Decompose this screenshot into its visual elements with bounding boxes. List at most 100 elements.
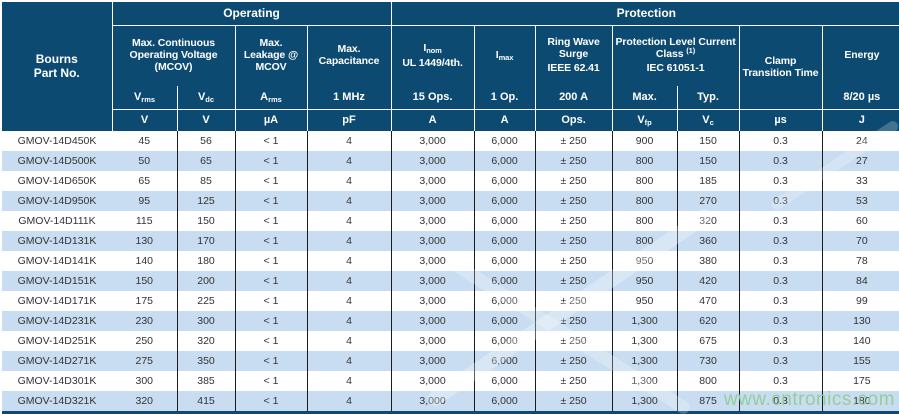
cell-part-no: GMOV-14D251K <box>17 335 97 347</box>
cell-clamp-time: 0.3 <box>739 151 823 171</box>
cell-imax: 6,000 <box>474 291 536 311</box>
cell-vrms: 65 <box>112 171 178 191</box>
cell-imax: 6,000 <box>474 351 536 371</box>
cell-imax: 6,000 <box>474 251 536 271</box>
cell-leakage: < 1 <box>235 311 308 331</box>
cell-part-no: GMOV-14D500K <box>17 155 97 167</box>
table-row: GMOV-14D131K 130 170 < 1 4 3,000 6,000 ± 250 800… <box>2 231 899 251</box>
subcol-8-20us: 8/20 µs <box>822 86 899 110</box>
cell-inom: 3,000 <box>391 151 475 171</box>
cell-energy: 78 <box>855 255 868 267</box>
unit-j: J <box>822 109 899 131</box>
cell-inom: 3,000 <box>391 391 475 413</box>
unit-ops: Ops. <box>535 109 613 131</box>
col-header-part-no: Bourns Part No. <box>2 2 113 131</box>
cell-clamp-time: 0.3 <box>739 291 823 311</box>
cell-vdc: 385 <box>177 371 236 391</box>
cell-part-no: GMOV-14D231K <box>17 315 97 327</box>
unit-vfp: Vfp <box>612 109 678 131</box>
cell-vrms: 130 <box>112 231 178 251</box>
cell-vdc: 170 <box>177 231 236 251</box>
cell-vfp-max: 1,300 <box>612 371 678 391</box>
cell-vdc: 350 <box>177 351 236 371</box>
cell-imax: 6,000 <box>474 371 536 391</box>
cell-energy: 84 <box>855 275 868 287</box>
cell-energy: 180 <box>853 395 871 407</box>
table-row: GMOV-14D500K 50 65 < 1 4 3,000 6,000 ± 250 800 15… <box>2 151 899 171</box>
table-row: GMOV-14D271K 275 350 < 1 4 3,000 6,000 ± 250 1,3… <box>2 351 899 371</box>
cell-vc-typ: 150 <box>677 151 740 171</box>
table-row: GMOV-14D251K 250 320 < 1 4 3,000 6,000 ± 250 1,3… <box>2 331 899 351</box>
cell-imax: 6,000 <box>474 391 536 413</box>
cell-leakage: < 1 <box>235 171 308 191</box>
cell-energy: 53 <box>855 195 868 207</box>
inom-standard: UL 1449/4th. <box>402 56 463 69</box>
col-header-mcov: Max. Continuous Operating Voltage (MCOV) <box>112 25 236 86</box>
subcol-arms: Arms <box>235 86 308 110</box>
unit-a-inom: A <box>391 109 475 131</box>
col-header-capacitance: Max. Capacitance <box>307 25 392 86</box>
cell-part-no: GMOV-14D321K <box>17 395 97 407</box>
cell-energy: 130 <box>853 315 871 327</box>
cell-vrms: 45 <box>112 131 178 151</box>
cell-inom: 3,000 <box>391 331 475 351</box>
footnote-marker: (1) <box>686 45 696 55</box>
cell-clamp-time: 0.3 <box>739 211 823 231</box>
cell-capacitance: 4 <box>307 171 392 191</box>
table-row: GMOV-14D950K 95 125 < 1 4 3,000 6,000 ± 250 800 2… <box>2 191 899 211</box>
cell-imax: 6,000 <box>474 131 536 151</box>
cell-vdc: 415 <box>177 391 236 413</box>
cell-inom: 3,000 <box>391 191 475 211</box>
cell-capacitance: 4 <box>307 231 392 251</box>
subcol-typ: Typ. <box>677 86 740 110</box>
cell-clamp-time: 0.3 <box>739 331 823 351</box>
protection-level-title: Protection Level Current Class (1) <box>615 35 736 60</box>
cell-part-no: GMOV-14D171K <box>17 295 97 307</box>
cell-capacitance: 4 <box>307 251 392 271</box>
subcol-1mhz: 1 MHz <box>307 86 392 110</box>
col-header-protection-level: Protection Level Current Class (1) IEC 6… <box>612 25 740 86</box>
group-header-operating: Operating <box>112 2 392 26</box>
cell-vc-typ: 320 <box>677 211 740 231</box>
subcol-200a: 200 A <box>535 86 613 110</box>
cell-energy: 60 <box>855 215 868 227</box>
cell-capacitance: 4 <box>307 371 392 391</box>
cell-vdc: 85 <box>177 171 236 191</box>
cell-vc-typ: 185 <box>677 171 740 191</box>
cell-imax: 6,000 <box>474 171 536 191</box>
cell-energy: 99 <box>855 295 868 307</box>
cell-clamp-time: 0.3 <box>739 351 823 371</box>
cell-inom: 3,000 <box>391 211 475 231</box>
cell-capacitance: 4 <box>307 351 392 371</box>
units-row: V V µA pF A A Ops. Vfp Vc µs J <box>2 109 899 131</box>
cell-vdc: 225 <box>177 291 236 311</box>
col-header-imax: Imax <box>474 25 536 86</box>
cell-inom: 3,000 <box>391 311 475 331</box>
table-row: GMOV-14D151K 150 200 < 1 4 3,000 6,000 ± 250 950… <box>2 271 899 291</box>
cell-vc-typ: 675 <box>677 331 740 351</box>
cell-ring-wave: ± 250 <box>535 351 613 371</box>
cell-vc-typ: 420 <box>677 271 740 291</box>
main-header-row: Max. Continuous Operating Voltage (MCOV)… <box>2 25 899 110</box>
cell-vrms: 115 <box>112 211 178 231</box>
cell-vrms: 175 <box>112 291 178 311</box>
cell-leakage: < 1 <box>235 231 308 251</box>
cell-clamp-time: 0.3 <box>739 231 823 251</box>
cell-inom: 3,000 <box>391 371 475 391</box>
cell-inom: 3,000 <box>391 351 475 371</box>
cell-inom: 3,000 <box>391 271 475 291</box>
subcol-vrms: Vrms <box>112 86 178 110</box>
cell-inom: 3,000 <box>391 171 475 191</box>
subcol-vdc: Vdc <box>177 86 236 110</box>
cell-part-no: GMOV-14D950K <box>17 195 97 207</box>
cell-vc-typ: 270 <box>677 191 740 211</box>
cell-vc-typ: 875 <box>677 391 740 413</box>
cell-clamp-time: 0.3 <box>739 251 823 271</box>
col-header-inom: Inom UL 1449/4th. <box>391 25 475 86</box>
cell-leakage: < 1 <box>235 131 308 151</box>
cell-vdc: 200 <box>177 271 236 291</box>
cell-energy: 27 <box>855 155 868 167</box>
cell-vfp-max: 1,300 <box>612 351 678 371</box>
cell-part-no: GMOV-14D131K <box>17 235 97 247</box>
cell-imax: 6,000 <box>474 271 536 291</box>
